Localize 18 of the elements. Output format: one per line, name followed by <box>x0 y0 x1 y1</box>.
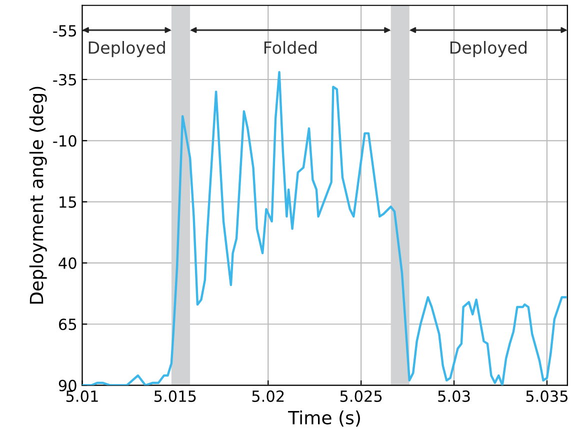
x-tick-label: 5.015 <box>154 390 196 402</box>
y-tick-label: 40 <box>58 257 76 269</box>
y-axis-title: Deployment angle (deg) <box>29 86 47 304</box>
x-tick-label: 5.03 <box>438 390 470 402</box>
annotation: Folded <box>264 41 317 54</box>
annotation: Deployed <box>88 41 165 58</box>
y-tick-label: -35 <box>53 74 76 86</box>
x-tick-label: 5.02 <box>252 390 284 402</box>
x-tick-label: 5.025 <box>340 390 382 402</box>
y-tick-label: 90 <box>58 380 76 392</box>
x-axis-title: Time (s) <box>288 410 360 427</box>
x-tick-label: 5.01 <box>66 390 98 402</box>
y-tick-label: 15 <box>60 196 76 208</box>
annotation: Deployed <box>450 41 526 58</box>
y-tick-label: -10 <box>53 135 76 147</box>
x-tick-label: 5.035 <box>526 390 568 402</box>
y-tick-label: -55 <box>53 25 76 37</box>
y-tick-label: 65 <box>58 318 76 330</box>
